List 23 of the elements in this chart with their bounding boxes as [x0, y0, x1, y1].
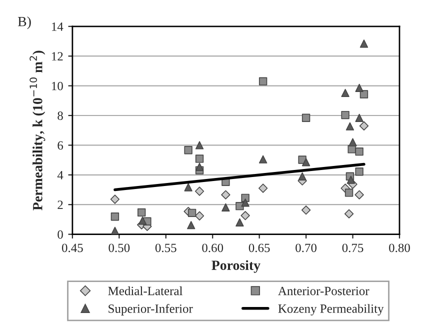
legend-label: Kozeny Permeability: [278, 304, 384, 316]
chart-title: B): [18, 16, 31, 30]
x-axis-title: Porosity: [212, 260, 260, 273]
x-tick-label: 0.65: [248, 244, 270, 252]
y-tick-label: 0: [58, 230, 63, 239]
y-axis-title: Permeability, k (10$^{−10}$ m$^{2}$): [30, 50, 46, 210]
y-tick-label: 8: [58, 112, 63, 120]
legend-label: Superior-Inferior: [108, 304, 193, 316]
legend-label: Medial-Lateral: [108, 286, 182, 296]
y-tick-label: 4: [57, 171, 64, 180]
x-tick-label: 0.45: [62, 244, 83, 252]
legend-label: Anterior-Posterior: [278, 286, 370, 296]
x-tick-label: 0.80: [389, 244, 410, 252]
x-tick-label: 0.55: [155, 244, 176, 252]
x-tick-label: 0.50: [108, 244, 130, 252]
y-tick-label: 10: [52, 82, 63, 90]
x-tick-label: 0.75: [342, 244, 364, 252]
x-tick-label: 0.70: [296, 244, 317, 252]
y-tick-label: 12: [52, 52, 63, 60]
y-tick-label: 2: [58, 200, 63, 209]
y-tick-label: 6: [58, 141, 64, 150]
x-tick-label: 0.60: [202, 244, 224, 252]
y-tick-label: 14: [52, 22, 64, 31]
